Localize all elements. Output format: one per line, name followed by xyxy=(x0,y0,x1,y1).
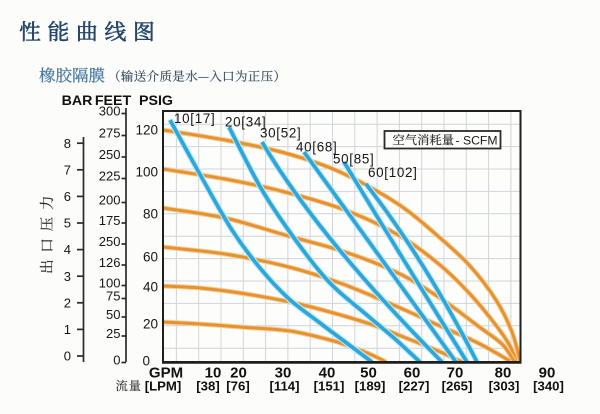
svg-text:BAR: BAR xyxy=(62,93,93,109)
svg-text:40[68]: 40[68] xyxy=(296,140,337,155)
svg-text:100: 100 xyxy=(99,276,121,291)
svg-text:40: 40 xyxy=(143,280,158,295)
svg-text:225: 225 xyxy=(99,169,121,184)
svg-text:[114]: [114] xyxy=(269,379,299,394)
svg-text:[189]: [189] xyxy=(355,379,386,394)
svg-text:20: 20 xyxy=(143,317,158,332)
svg-text:60[102]: 60[102] xyxy=(368,165,418,180)
svg-text:[38]: [38] xyxy=(196,379,219,394)
svg-text:120: 120 xyxy=(135,123,158,138)
svg-text:60: 60 xyxy=(143,250,158,265)
svg-text:[151]: [151] xyxy=(314,379,345,394)
svg-text:75: 75 xyxy=(106,289,120,304)
svg-text:PSIG: PSIG xyxy=(139,93,173,109)
svg-text:200: 200 xyxy=(99,193,121,208)
svg-text:0: 0 xyxy=(113,353,120,368)
svg-text:100: 100 xyxy=(135,165,158,180)
svg-text:250: 250 xyxy=(99,147,121,162)
svg-text:60: 60 xyxy=(404,365,421,382)
svg-text:20[34]: 20[34] xyxy=(225,115,266,130)
svg-text:80: 80 xyxy=(143,207,158,222)
svg-text:30: 30 xyxy=(275,365,292,382)
svg-text:[LPM]: [LPM] xyxy=(145,379,182,394)
svg-text:40: 40 xyxy=(319,365,336,382)
svg-text:FEET: FEET xyxy=(95,93,132,109)
svg-text:[340]: [340] xyxy=(533,379,564,394)
svg-text:250: 250 xyxy=(99,234,121,249)
svg-text:[265]: [265] xyxy=(442,379,473,394)
svg-text:10[17]: 10[17] xyxy=(174,111,215,126)
svg-text:5: 5 xyxy=(64,216,71,231)
svg-text:GPM: GPM xyxy=(149,365,183,382)
svg-text:30[52]: 30[52] xyxy=(260,126,301,141)
svg-text:126: 126 xyxy=(99,255,121,270)
svg-text:20: 20 xyxy=(230,365,247,382)
svg-text:0: 0 xyxy=(64,349,71,364)
svg-text:7: 7 xyxy=(64,162,71,177)
svg-text:50[85]: 50[85] xyxy=(333,152,374,167)
svg-text:275: 275 xyxy=(99,126,121,141)
svg-text:6: 6 xyxy=(64,189,71,204)
svg-text:0: 0 xyxy=(142,354,150,369)
svg-text:50: 50 xyxy=(106,307,120,322)
svg-text:90: 90 xyxy=(539,365,556,382)
svg-text:80: 80 xyxy=(495,365,512,382)
svg-text:300: 300 xyxy=(99,104,121,119)
svg-text:2: 2 xyxy=(64,295,71,310)
svg-text:[227]: [227] xyxy=(399,379,430,394)
svg-text:50: 50 xyxy=(360,365,377,382)
svg-text:- SCFM: - SCFM xyxy=(456,134,498,148)
svg-text:25: 25 xyxy=(106,326,120,341)
svg-text:3: 3 xyxy=(64,269,71,284)
svg-text:[76]: [76] xyxy=(226,379,249,394)
svg-text:70: 70 xyxy=(447,365,464,382)
svg-text:1: 1 xyxy=(64,322,71,337)
svg-text:[303]: [303] xyxy=(489,379,520,394)
svg-text:10: 10 xyxy=(205,365,222,382)
svg-text:175: 175 xyxy=(99,213,121,228)
svg-text:8: 8 xyxy=(64,136,71,151)
svg-text:4: 4 xyxy=(64,242,71,257)
